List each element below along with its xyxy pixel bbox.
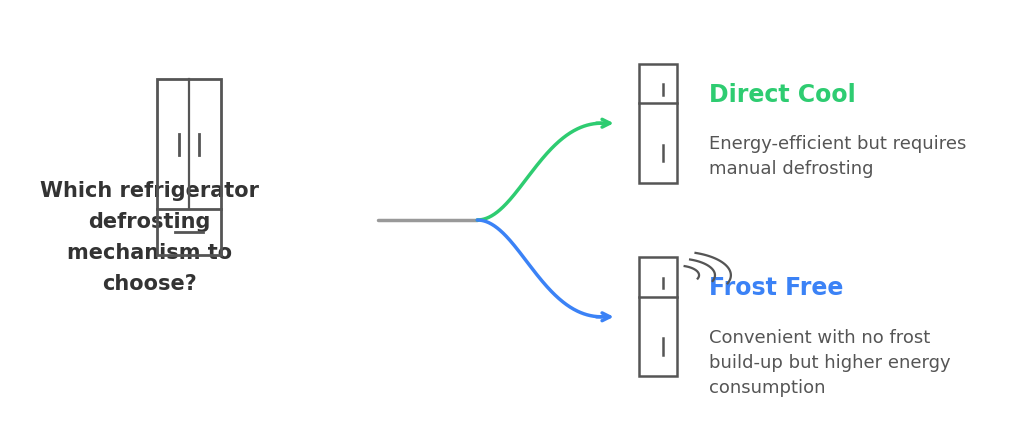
Text: Direct Cool: Direct Cool: [709, 83, 856, 106]
Text: Energy-efficient but requires
manual defrosting: Energy-efficient but requires manual def…: [709, 135, 967, 178]
Text: Convenient with no frost
build-up but higher energy
consumption: Convenient with no frost build-up but hi…: [709, 329, 950, 397]
Bar: [157, 79, 221, 255]
Text: Which refrigerator
defrosting
mechanism to
choose?: Which refrigerator defrosting mechanism …: [40, 181, 259, 294]
Text: Frost Free: Frost Free: [709, 276, 844, 300]
